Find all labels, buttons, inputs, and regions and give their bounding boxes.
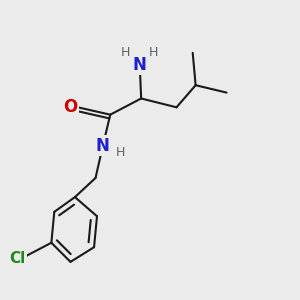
Text: H: H [148, 46, 158, 59]
Text: H: H [115, 146, 125, 159]
Text: Cl: Cl [9, 251, 26, 266]
Text: H: H [121, 46, 130, 59]
Text: O: O [63, 98, 78, 116]
Text: N: N [133, 56, 147, 74]
Text: N: N [96, 136, 110, 154]
